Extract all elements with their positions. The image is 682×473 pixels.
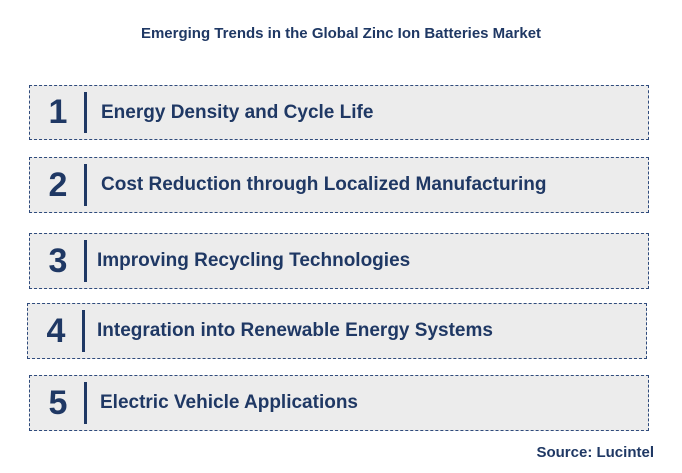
trend-number: 3 — [48, 241, 68, 280]
trend-divider — [84, 92, 87, 133]
trend-divider — [84, 240, 87, 282]
trend-label: Energy Density and Cycle Life — [101, 101, 374, 123]
trend-label: Electric Vehicle Applications — [100, 392, 359, 413]
trend-item-4: 4 Integration into Renewable Energy Syst… — [27, 303, 647, 359]
trend-item-5: 5 Electric Vehicle Applications — [29, 375, 649, 431]
trend-label: Cost Reduction through Localized Manufac… — [101, 174, 547, 195]
trend-divider — [84, 164, 87, 206]
trend-item-1: 1 Energy Density and Cycle Life — [29, 85, 649, 140]
trend-number: 4 — [46, 311, 66, 350]
trend-number: 2 — [48, 165, 68, 204]
diagram-title: Emerging Trends in the Global Zinc Ion B… — [140, 25, 542, 42]
trend-item-2: 2 Cost Reduction through Localized Manuf… — [29, 157, 649, 213]
trend-divider — [82, 310, 85, 352]
trend-label: Integration into Renewable Energy System… — [97, 320, 493, 341]
trend-number: 1 — [48, 93, 68, 131]
source-credit: Source: Lucintel — [536, 444, 654, 461]
trend-divider — [84, 382, 87, 424]
trend-item-3: 3 Improving Recycling Technologies — [29, 233, 649, 289]
trend-number: 5 — [48, 383, 68, 422]
trend-label: Improving Recycling Technologies — [97, 250, 411, 271]
